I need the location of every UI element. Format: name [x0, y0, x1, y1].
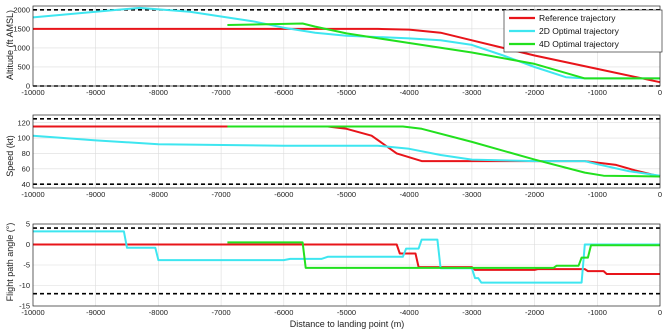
speed-xtick-label: -5000 — [337, 190, 356, 199]
speed-panel: -10000 -9000 -8000 -7000 -6000 -5000 -4000 -300… — [5, 114, 662, 199]
flight-path-angle-ytick-label: -10 — [19, 281, 30, 290]
altitude-xtick-label: -10000 — [21, 88, 44, 97]
altitude-xtick-label: -1000 — [588, 88, 607, 97]
speed-xtick-label: -1000 — [588, 190, 607, 199]
flight-path-angle-plot: -10000 -9000 -8000 -7000 -6000 -5000 -4000 -300… — [19, 220, 662, 317]
flight-path-angle-ytick-label: -15 — [19, 302, 30, 311]
legend: Reference trajectory 2D Optimal trajecto… — [503, 9, 663, 53]
flight-path-angle-axes-frame — [32, 223, 661, 307]
flight-path-angle-xtick-label: -7000 — [212, 308, 231, 317]
altitude-xtick-label: -5000 — [337, 88, 356, 97]
flight-path-angle-series-opt2d — [33, 230, 660, 284]
altitude-ytick-label: 1000 — [13, 44, 30, 53]
altitude-series-opt2d — [32, 6, 660, 80]
altitude-xtick-label: -7000 — [212, 88, 231, 97]
flight-path-angle-xtick-label: -3000 — [462, 308, 481, 317]
legend-label-reference: Reference trajectory — [539, 13, 616, 23]
altitude-xtick-label: -8000 — [149, 88, 168, 97]
altitude-xtick-label: -2000 — [525, 88, 544, 97]
speed-ytick-label: 120 — [17, 118, 30, 127]
speed-series-opt2d — [32, 134, 661, 177]
altitude-ylabel: Altitude (ft AMSL) — [5, 10, 15, 80]
flight-path-angle-series-opt4d — [227, 241, 660, 269]
altitude-ytick-label: 0 — [26, 82, 30, 91]
speed-xtick-label: -4000 — [400, 190, 419, 199]
flight-path-angle-xtick-label: -5000 — [337, 308, 356, 317]
flight-path-angle-xtick-label: -6000 — [274, 308, 293, 317]
altitude-xtick-label: 0 — [658, 88, 662, 97]
altitude-series-ref — [33, 27, 661, 84]
flight-path-angle-xtick-label: 0 — [658, 308, 662, 317]
flight-path-angle-xtick-label: -9000 — [86, 308, 105, 317]
speed-plot: -10000 -9000 -8000 -7000 -6000 -5000 -4000 -300… — [17, 114, 662, 199]
altitude-xtick-label: -3000 — [462, 88, 481, 97]
speed-xtick-label: -10000 — [21, 190, 44, 199]
speed-series-opt4d — [227, 125, 661, 178]
speed-axes-frame — [32, 114, 661, 189]
altitude-xtick-label: -9000 — [86, 88, 105, 97]
x-axis-label: Distance to landing point (m) — [290, 319, 405, 329]
speed-ytick-label: 60 — [22, 164, 30, 173]
flight-path-angle-xtick-label: -2000 — [525, 308, 544, 317]
altitude-ytick-label: 500 — [17, 63, 30, 72]
legend-label-4d-optimal: 4D Optimal trajectory — [539, 39, 620, 49]
altitude-xtick-label: -6000 — [274, 88, 293, 97]
flight-path-angle-panel: -10000 -9000 -8000 -7000 -6000 -5000 -4000 -300… — [5, 220, 662, 317]
altitude-xtick-label: -4000 — [400, 88, 419, 97]
flight-path-angle-series-ref — [33, 243, 660, 275]
flight-path-angle-xtick-label: -1000 — [588, 308, 607, 317]
speed-xtick-label: -3000 — [462, 190, 481, 199]
flight-path-angle-ylabel: Flight path angle (°) — [5, 223, 15, 302]
speed-ytick-label: 100 — [17, 134, 30, 143]
flight-path-angle-xtick-label: -4000 — [400, 308, 419, 317]
legend-label-2d-optimal: 2D Optimal trajectory — [539, 26, 620, 36]
flight-path-angle-xtick-label: -8000 — [149, 308, 168, 317]
speed-ytick-label: 80 — [22, 149, 30, 158]
altitude-series-opt4d — [227, 22, 660, 80]
speed-xtick-label: 0 — [658, 190, 662, 199]
flight-path-angle-ytick-label: 0 — [26, 240, 30, 249]
speed-xtick-label: -9000 — [86, 190, 105, 199]
speed-xtick-label: -6000 — [274, 190, 293, 199]
speed-xtick-label: -8000 — [149, 190, 168, 199]
altitude-ytick-label: 2000 — [13, 5, 30, 14]
altitude-ytick-label: 1500 — [13, 24, 30, 33]
speed-xtick-label: -7000 — [212, 190, 231, 199]
flight-path-angle-ytick-label: 5 — [26, 220, 30, 229]
speed-xtick-label: -2000 — [525, 190, 544, 199]
speed-ytick-label: 40 — [22, 180, 30, 189]
flight-path-angle-xtick-label: -10000 — [21, 308, 44, 317]
flight-path-angle-ytick-label: -5 — [23, 261, 30, 270]
speed-ylabel: Speed (kt) — [5, 135, 15, 177]
